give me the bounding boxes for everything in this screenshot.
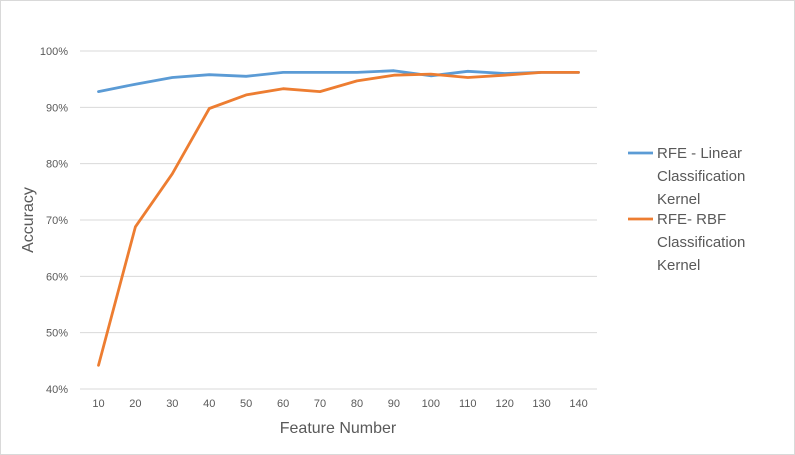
x-tick-label: 20	[129, 398, 141, 410]
x-tick-label: 120	[495, 398, 513, 410]
x-tick-label: 60	[277, 398, 289, 410]
x-tick-label: 80	[351, 398, 363, 410]
x-tick-label: 140	[569, 398, 587, 410]
x-tick-label: 50	[240, 398, 252, 410]
legend-label: Classification	[657, 168, 745, 185]
y-tick-label: 100%	[40, 46, 68, 58]
x-tick-label: 130	[532, 398, 550, 410]
x-tick-label: 40	[203, 398, 215, 410]
x-tick-label: 30	[166, 398, 178, 410]
y-axis-title: Accuracy	[20, 187, 37, 253]
x-tick-label: 70	[314, 398, 326, 410]
y-tick-label: 90%	[46, 102, 68, 114]
y-tick-label: 50%	[46, 328, 68, 340]
y-tick-label: 40%	[46, 384, 68, 396]
x-tick-label: 110	[459, 398, 477, 410]
legend-label: Classification	[657, 234, 745, 251]
legend-label: RFE- RBF	[657, 211, 726, 228]
legend-label: Kernel	[657, 191, 700, 208]
x-tick-label: 100	[422, 398, 440, 410]
series-line-2	[97, 71, 580, 367]
gridlines	[80, 50, 597, 390]
series-lines	[97, 69, 580, 367]
y-axis-ticks: 40% 50% 60% 70% 80% 90% 100%	[40, 46, 68, 396]
y-tick-label: 80%	[46, 159, 68, 171]
legend-label: Kernel	[657, 257, 700, 274]
x-axis-title: Feature Number	[280, 420, 397, 437]
y-tick-label: 60%	[46, 271, 68, 283]
x-axis-ticks: 10 20 30 40 50 60 70 80 90 100 110 120 130 140	[92, 398, 587, 410]
legend: RFE - Linear Classification Kernel RFE- RBF…	[628, 145, 745, 274]
y-tick-label: 70%	[46, 215, 68, 227]
x-tick-label: 90	[388, 398, 400, 410]
legend-label: RFE - Linear	[657, 145, 742, 162]
series-line-1	[97, 69, 580, 93]
x-tick-label: 10	[92, 398, 104, 410]
